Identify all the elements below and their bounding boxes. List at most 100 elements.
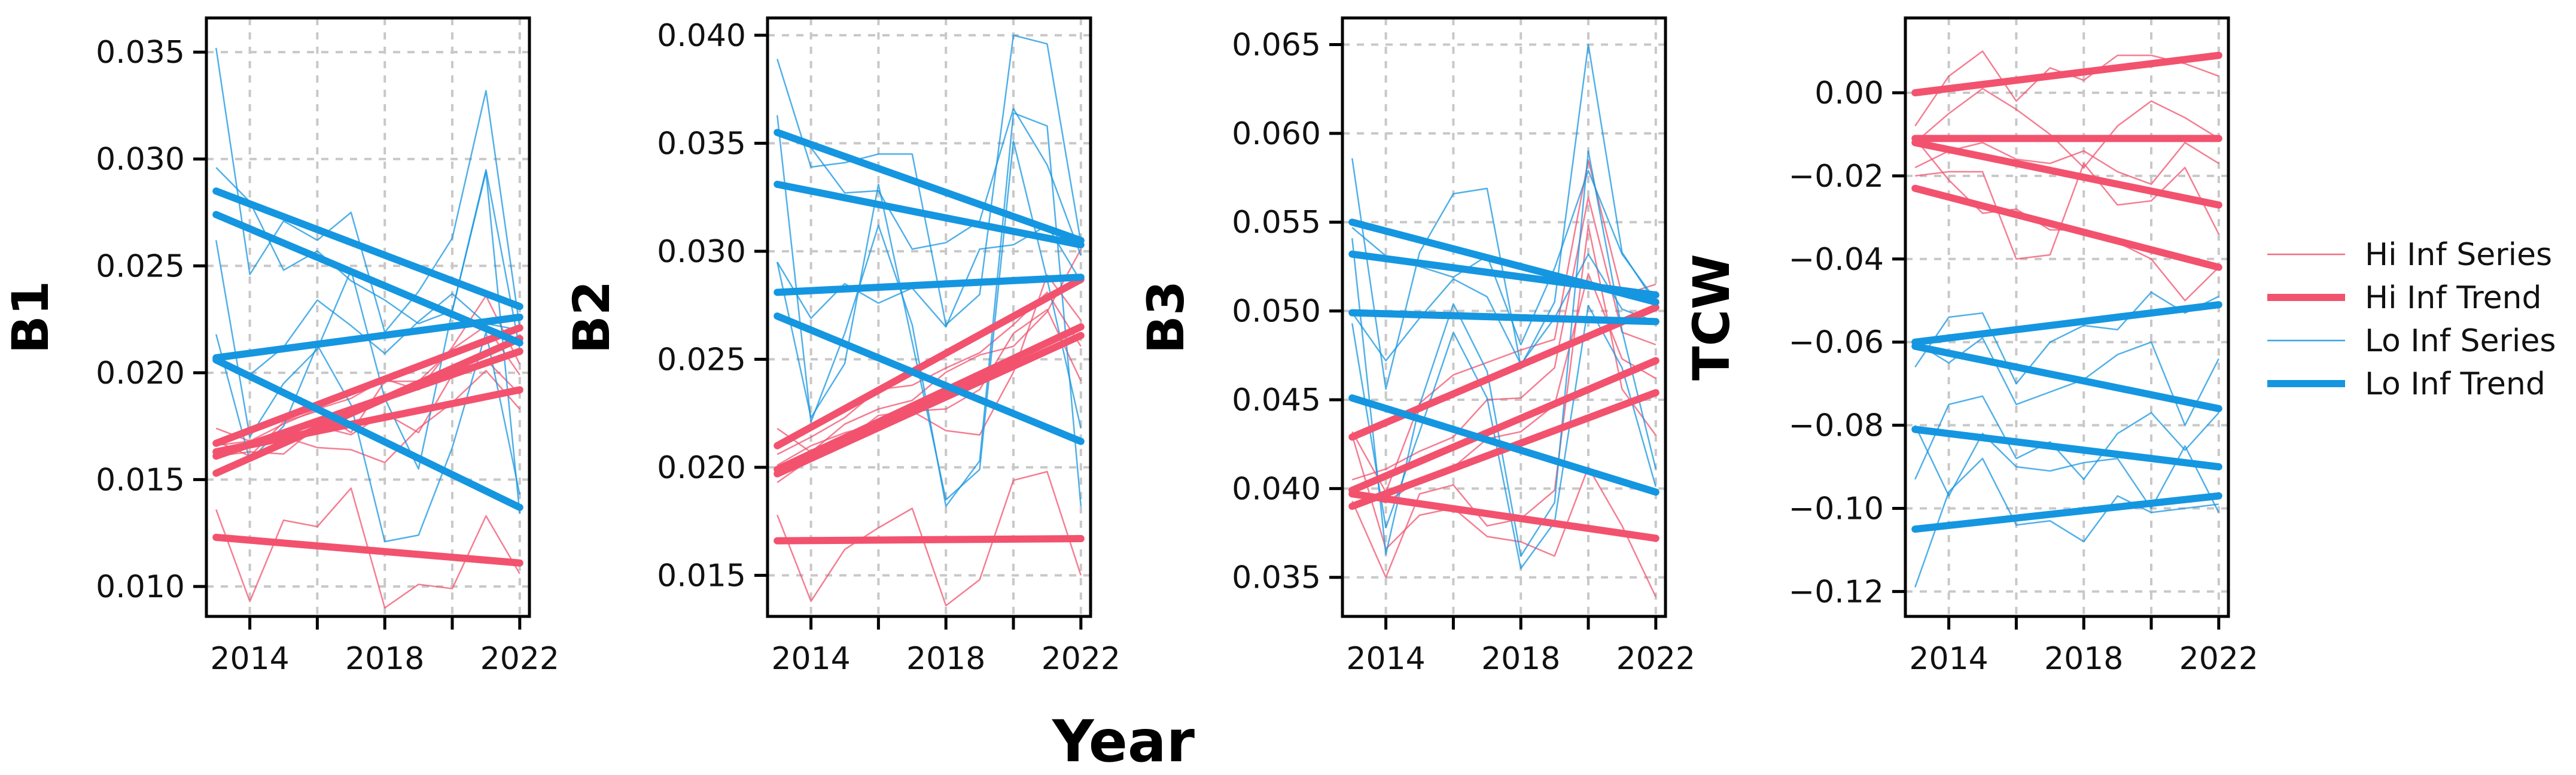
y-axis-label: B3 xyxy=(1137,281,1195,354)
hi-inf-trend-line xyxy=(774,332,1085,478)
lo-inf-series-line xyxy=(776,112,1082,507)
hi-inf-trend-line xyxy=(1348,389,1660,510)
x-tick-label: 2018 xyxy=(1481,641,1560,677)
hi-inf-series-line xyxy=(777,291,1082,455)
lo-inf-series-line xyxy=(215,47,521,333)
hi-inf-trend-line xyxy=(212,533,523,567)
lo-inf-trend-line xyxy=(1348,250,1660,299)
plot-frame xyxy=(1904,16,2230,618)
hi-inf-trend-line xyxy=(774,275,1085,449)
y-tick-label: 0.030 xyxy=(96,142,185,178)
grid xyxy=(206,18,529,616)
lo-inf-series-line xyxy=(777,108,1082,256)
x-tick-label: 2018 xyxy=(345,641,424,677)
hi-inf-series-line xyxy=(1351,434,1657,597)
legend-item-lo-inf-trend: Lo Inf Trend xyxy=(2267,366,2545,402)
legend-item-hi-inf-trend: Hi Inf Trend xyxy=(2267,280,2542,316)
hi-inf-trend-line xyxy=(774,535,1085,545)
panel-tcw: 2014 2018 2022 0.00 −0.02 −0.04 −0.06 −0.08 −0.1… xyxy=(1682,16,2258,677)
lo-inf-trend-line xyxy=(774,180,1085,249)
panel-b3: 2014 2018 2022 0.035 0.040 0.045 0.050 0.055 0.0… xyxy=(1137,16,1695,677)
lo-inf-series-line xyxy=(1914,395,2219,481)
y-tick-label: 0.025 xyxy=(657,342,746,378)
lo-inf-series-line xyxy=(776,140,1082,501)
x-tick-label: 2022 xyxy=(1616,641,1695,677)
y-tick-label: −0.08 xyxy=(1789,408,1884,444)
y-tick-label: −0.06 xyxy=(1789,325,1884,361)
panel-b1: 2014 2018 2022 0.010 0.015 0.020 0.025 0.030 0.0… xyxy=(1,16,559,677)
y-tick-label: 0.015 xyxy=(657,558,746,594)
lo-inf-series-line xyxy=(1351,253,1657,365)
y-tick-label: −0.02 xyxy=(1789,159,1884,194)
hi-inf-trend-line xyxy=(212,335,523,477)
hi-inf-trend-line xyxy=(212,324,523,447)
y-tick-label: 0.040 xyxy=(1232,471,1321,507)
lo-inf-series-line xyxy=(777,34,1082,326)
hi-inf-trend-line xyxy=(1911,184,2222,271)
hi-inf-series-line xyxy=(1351,224,1657,578)
lo-inf-trend-line xyxy=(212,356,523,511)
y-tick-label: 0.015 xyxy=(96,462,185,498)
y-tick-label: 0.010 xyxy=(96,569,185,605)
hi-inf-trend-line xyxy=(774,323,1085,473)
y-tick-label: 0.045 xyxy=(1232,382,1321,418)
x-tick-label: 2018 xyxy=(906,641,985,677)
legend-label: Hi Inf Trend xyxy=(2365,280,2542,316)
legend-item-lo-inf-series: Lo Inf Series xyxy=(2267,323,2556,359)
y-tick-label: 0.035 xyxy=(1232,560,1321,596)
x-tick-label: 2014 xyxy=(771,641,850,677)
lo-inf-trend-line xyxy=(1348,394,1660,496)
panel-b2: 2014 2018 2022 0.015 0.020 0.025 0.030 0.035 0.0… xyxy=(562,16,1120,677)
legend-label: Hi Inf Series xyxy=(2365,237,2552,273)
plot-frame xyxy=(766,16,1092,618)
lo-inf-series-line xyxy=(1914,457,2219,588)
legend-label: Lo Inf Trend xyxy=(2365,366,2545,402)
hi-inf-trend-line xyxy=(1348,357,1660,494)
x-tick-label: 2014 xyxy=(210,641,289,677)
hi-inf-trend-line xyxy=(1911,139,2222,209)
plot-frame xyxy=(205,16,531,618)
y-tick-label: 0.035 xyxy=(657,126,746,162)
lo-inf-trend-line xyxy=(774,312,1085,445)
lo-inf-series-line xyxy=(1914,291,2219,385)
y-tick-label: 0.035 xyxy=(96,35,185,71)
x-tick-label: 2022 xyxy=(2179,641,2258,677)
lo-inf-series-line xyxy=(1351,150,1657,557)
hi-inf-series-line xyxy=(1351,159,1657,493)
legend: Hi Inf Series Hi Inf Trend Lo Inf Series Lo… xyxy=(2267,237,2556,402)
hi-inf-series-line xyxy=(1914,138,2219,302)
panels: 2014 2018 2022 0.010 0.015 0.020 0.025 0.030 0.0… xyxy=(1,16,2258,677)
legend-label: Lo Inf Series xyxy=(2365,323,2556,359)
y-tick-label: 0.020 xyxy=(96,355,185,391)
legend-item-hi-inf-series: Hi Inf Series xyxy=(2267,237,2552,273)
hi-inf-series-line xyxy=(1351,196,1657,481)
hi-inf-trend-line xyxy=(1348,490,1660,542)
lo-inf-trend-line xyxy=(212,187,523,311)
y-tick-label: 0.040 xyxy=(657,18,746,54)
lo-inf-trend-line xyxy=(1911,492,2222,533)
lo-inf-trend-line xyxy=(1348,309,1660,326)
y-axis-label: B2 xyxy=(562,281,621,354)
grid xyxy=(1342,18,1665,616)
lo-inf-trend-line xyxy=(212,314,523,361)
y-tick-label: 0.025 xyxy=(96,248,185,284)
lo-inf-series-line xyxy=(1914,337,2219,426)
lo-inf-trend-line xyxy=(774,273,1085,296)
plot-frame xyxy=(1341,16,1667,618)
y-tick-label: 0.050 xyxy=(1232,294,1321,330)
y-tick-label: 0.030 xyxy=(657,234,746,270)
hi-inf-trend-line xyxy=(212,386,523,455)
y-axis-label: TCW xyxy=(1682,254,1741,381)
hi-inf-trend-line xyxy=(1911,51,2222,96)
y-tick-label: 0.055 xyxy=(1232,205,1321,241)
lo-inf-trend-line xyxy=(1911,342,2222,412)
y-tick-label: 0.00 xyxy=(1814,75,1884,111)
y-tick-label: 0.060 xyxy=(1232,116,1321,152)
x-tick-label: 2018 xyxy=(2044,641,2123,677)
lo-inf-series-line xyxy=(1351,44,1657,390)
y-tick-label: 0.065 xyxy=(1232,28,1321,63)
x-tick-label: 2014 xyxy=(1346,641,1425,677)
hi-inf-series-line xyxy=(1914,142,2219,186)
lo-inf-trend-line xyxy=(774,129,1085,244)
